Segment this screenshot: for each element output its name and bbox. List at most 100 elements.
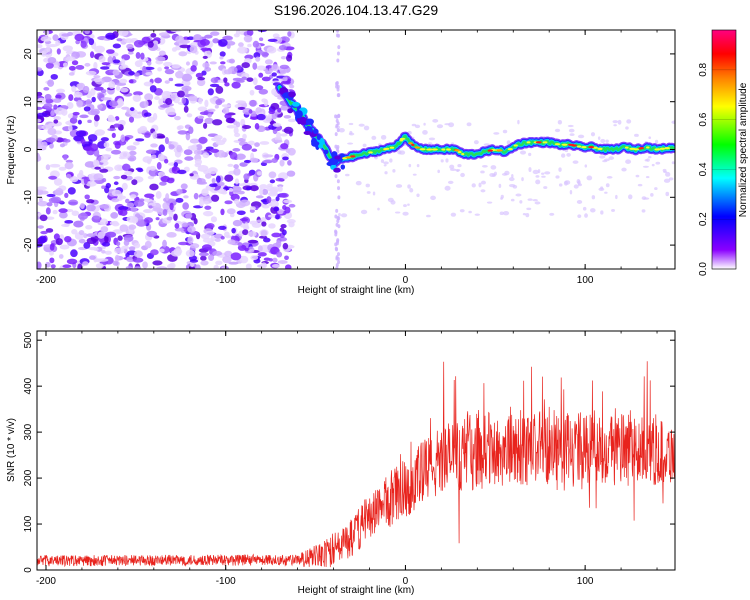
noise-blob [174,83,184,87]
noise-blob [243,173,250,181]
noise-blob [264,59,273,65]
noise-blob-faint [637,183,643,187]
noise-blob [49,257,55,264]
noise-blob [186,113,193,118]
noise-blob-faint [480,180,486,185]
signal-blob [316,134,321,141]
noise-blob [135,218,147,227]
noise-blob [215,99,223,106]
noise-blob [163,91,173,96]
noise-blob [49,163,61,168]
noise-blob-faint [535,179,541,185]
noise-blob [271,64,279,72]
noise-blob [93,159,100,166]
snr-y-tick-label-300: 300 [23,423,34,440]
noise-blob [113,181,119,186]
noise-blob [71,210,80,216]
noise-blob [266,196,272,204]
noise-blob-faint [590,208,596,213]
spec-y-tick-label-20: 20 [23,48,34,60]
colorbar-tick-label-0: 0.0 [698,262,709,276]
noise-blob-faint [338,213,341,217]
noise-blob [248,249,255,253]
noise-blob [189,266,196,269]
snr-x-tick-label-0: 0 [403,576,409,587]
noise-blob [110,149,122,155]
signal-hotspot [461,153,465,156]
noise-blob [144,66,155,71]
noise-blob [64,162,74,170]
snr-frame [36,330,676,571]
noise-blob [150,154,157,159]
noise-blob [193,218,198,225]
noise-blob-faint [397,150,402,155]
noise-blob-stripe [337,45,341,50]
noise-blob-stripe [337,224,341,229]
noise-blob [168,77,174,82]
noise-blob-faint [371,135,377,140]
noise-blob [142,261,148,269]
noise-blob [268,223,276,229]
noise-blob [116,38,123,42]
noise-blob [43,102,53,109]
noise-blob [82,233,88,239]
noise-blob [275,196,280,202]
noise-blob-faint [502,129,508,134]
noise-blob [85,180,97,187]
noise-blob [221,191,228,195]
noise-blob-faint [348,132,355,136]
noise-blob [121,58,126,66]
noise-blob [196,78,206,87]
signal-blob [311,137,318,146]
noise-blob [164,137,169,145]
noise-blob-faint [549,212,555,216]
noise-blob [193,149,202,155]
noise-blob [47,79,55,87]
noise-blob [220,208,225,216]
noise-blob [61,108,68,116]
noise-blob-stripe [335,247,339,252]
noise-blob [260,230,268,237]
noise-blob-stripe [336,84,340,89]
noise-blob-faint [412,173,417,176]
noise-blob [282,76,288,82]
noise-blob [43,86,50,91]
noise-blob-faint [615,194,618,200]
noise-blob [201,188,209,196]
noise-blob [143,217,153,224]
noise-blob [117,235,123,241]
noise-blob-faint [663,178,671,183]
noise-blob [268,258,273,262]
noise-blob [207,113,212,118]
noise-blob-stripe [336,219,340,224]
noise-blob [100,66,110,70]
noise-blob [59,244,70,250]
noise-blob-stripe [337,186,341,191]
noise-blob-faint [577,183,583,187]
noise-blob [37,261,42,269]
noise-blob [56,48,61,55]
noise-blob [80,40,87,48]
noise-blob [288,203,296,208]
noise-blob [177,130,188,135]
signal-blob [287,108,294,114]
noise-blob [188,126,194,135]
noise-blob [112,59,121,64]
noise-blob-faint [348,122,354,126]
noise-blob [101,185,106,189]
noise-blob [247,140,255,146]
noise-blob [69,129,79,138]
noise-blob [83,106,91,112]
signal-hotspot [576,145,582,148]
noise-blob [121,182,128,191]
noise-blob [126,145,137,151]
noise-blob [53,119,59,124]
noise-blob [37,188,44,196]
noise-blob [246,77,254,82]
noise-blob [222,107,230,115]
noise-blob [271,158,278,163]
noise-blob [289,84,295,89]
noise-blob [251,148,258,152]
noise-blob-faint [471,183,476,188]
noise-blob [104,235,109,243]
